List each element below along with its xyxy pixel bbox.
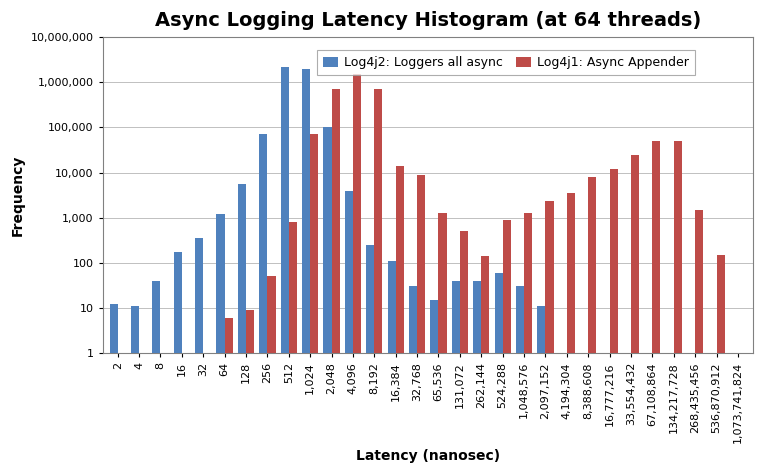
Bar xyxy=(652,141,661,474)
Bar xyxy=(452,281,460,474)
Bar xyxy=(225,318,233,474)
Bar xyxy=(439,212,447,474)
Bar xyxy=(302,69,310,474)
Y-axis label: Frequency: Frequency xyxy=(11,155,25,236)
Bar xyxy=(631,155,639,474)
Bar xyxy=(152,281,160,474)
Bar xyxy=(567,193,575,474)
Bar xyxy=(396,166,404,474)
Bar xyxy=(332,89,340,474)
Bar xyxy=(524,212,533,474)
Bar xyxy=(417,174,426,474)
Bar xyxy=(345,191,353,474)
Bar xyxy=(494,273,503,474)
Bar xyxy=(409,286,417,474)
Bar xyxy=(430,300,439,474)
Bar xyxy=(516,286,524,474)
Legend: Log4j2: Loggers all async, Log4j1: Async Appender: Log4j2: Loggers all async, Log4j1: Async… xyxy=(317,50,695,75)
Bar xyxy=(195,238,203,474)
Bar xyxy=(481,256,490,474)
Bar xyxy=(366,245,374,474)
Bar xyxy=(259,135,267,474)
Bar xyxy=(503,220,511,474)
Bar xyxy=(460,231,468,474)
Bar xyxy=(246,310,254,474)
Bar xyxy=(717,255,725,474)
Bar xyxy=(537,306,545,474)
Bar xyxy=(545,201,554,474)
Bar xyxy=(109,304,118,474)
Bar xyxy=(610,169,618,474)
Bar xyxy=(173,252,182,474)
Title: Async Logging Latency Histogram (at 64 threads): Async Logging Latency Histogram (at 64 t… xyxy=(154,11,701,30)
Bar xyxy=(387,261,396,474)
Bar xyxy=(280,67,289,474)
X-axis label: Latency (nanosec): Latency (nanosec) xyxy=(356,449,500,463)
Bar xyxy=(289,222,297,474)
Bar xyxy=(674,141,682,474)
Bar xyxy=(473,281,481,474)
Bar xyxy=(323,128,332,474)
Bar xyxy=(374,89,383,474)
Bar xyxy=(216,214,225,474)
Bar xyxy=(310,135,319,474)
Bar xyxy=(588,177,597,474)
Bar xyxy=(353,74,361,474)
Bar xyxy=(695,210,704,474)
Bar xyxy=(267,276,276,474)
Bar xyxy=(238,184,246,474)
Bar xyxy=(131,306,139,474)
